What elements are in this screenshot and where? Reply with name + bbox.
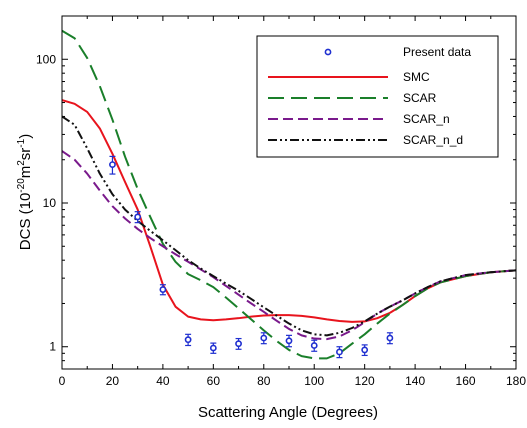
data-point — [159, 286, 167, 293]
data-point — [285, 337, 293, 345]
series-line-smc — [62, 99, 516, 323]
legend-box — [256, 35, 499, 158]
y-axis-ticks: 1 10 100 — [36, 15, 516, 370]
legend-label: SCAR — [403, 91, 437, 105]
legend-label: SCAR_n — [403, 112, 450, 126]
x-tick-label: 80 — [257, 374, 271, 388]
data-point — [260, 334, 268, 342]
x-tick-label: 160 — [456, 374, 476, 388]
y-tick-label: 100 — [36, 52, 56, 66]
series-line-scar-n — [62, 150, 516, 341]
x-tick-label: 120 — [355, 374, 375, 388]
data-point — [310, 342, 318, 349]
data-point — [386, 334, 394, 342]
legend: Present data SMC SCAR SCAR_n SCAR_n_d — [256, 35, 499, 158]
x-tick-label: 40 — [156, 374, 170, 388]
series-line-scar-n-d — [62, 115, 516, 337]
plot-points — [109, 155, 394, 359]
plot-frame — [61, 15, 517, 370]
data-point — [235, 340, 242, 348]
data-point — [361, 346, 369, 354]
x-tick-label: 180 — [506, 374, 526, 388]
x-tick-label: 0 — [59, 374, 66, 388]
data-point — [134, 213, 142, 221]
y-axis-title: DCS (10-20m2sr-1) — [16, 134, 34, 250]
plot-lines — [62, 29, 516, 360]
data-point — [184, 336, 192, 344]
legend-label: SCAR_n_d — [403, 133, 463, 147]
legend-label: Present data — [403, 45, 471, 59]
data-point — [109, 161, 116, 169]
legend-label: SMC — [403, 70, 430, 84]
x-tick-label: 140 — [405, 374, 425, 388]
data-point — [336, 348, 343, 356]
data-point — [209, 344, 217, 352]
x-axis-title: Scattering Angle (Degrees) — [198, 404, 378, 421]
legend-marker-present-data — [324, 48, 332, 56]
y-tick-label: 1 — [49, 340, 56, 354]
y-tick-label: 10 — [43, 196, 57, 210]
x-axis-ticks: 0 20 40 60 80 100 120 140 160 180 — [59, 16, 526, 388]
series-line-scar — [62, 29, 516, 360]
x-tick-label: 20 — [106, 374, 120, 388]
x-tick-label: 60 — [207, 374, 221, 388]
x-tick-label: 100 — [304, 374, 324, 388]
